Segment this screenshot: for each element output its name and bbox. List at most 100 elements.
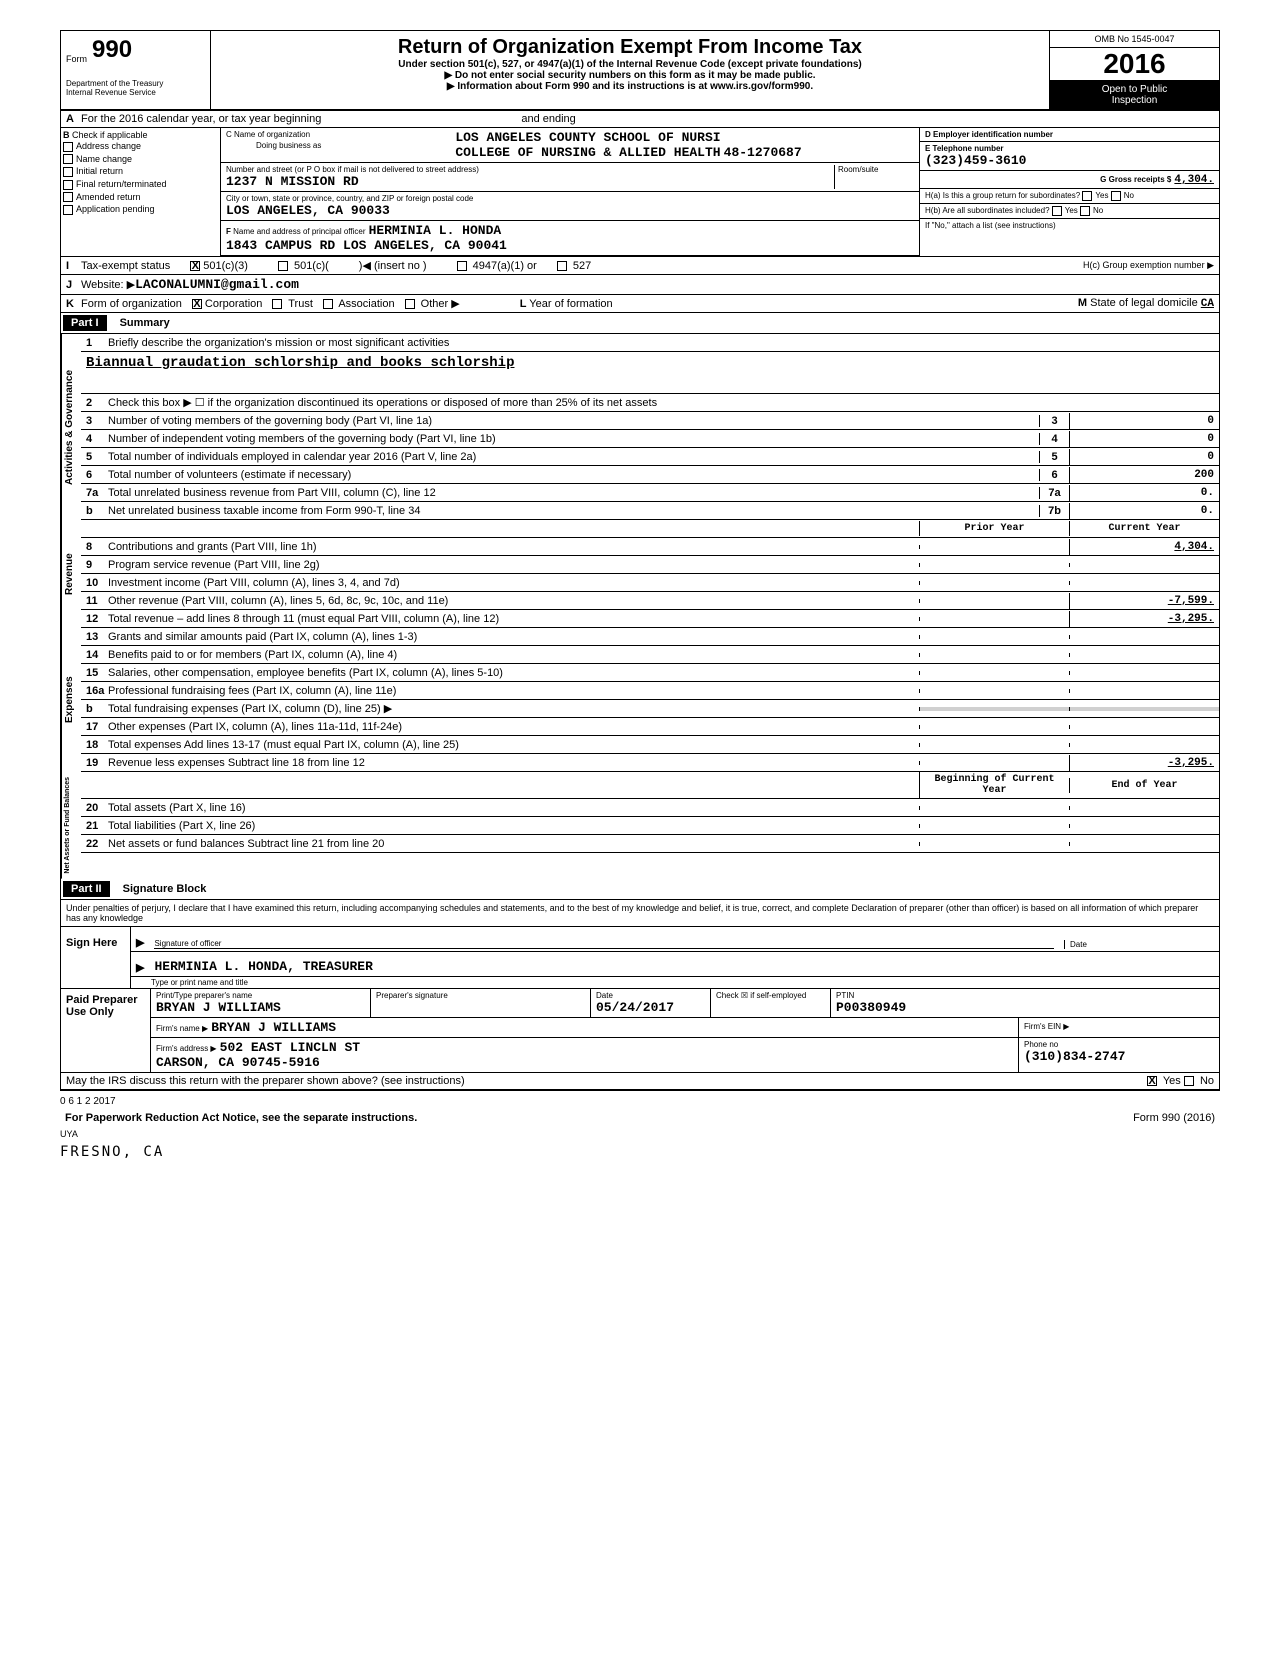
form-subtitle: Under section 501(c), 527, or 4947(a)(1)… bbox=[216, 59, 1044, 70]
section-i: I Tax-exempt status 501(c)(3) 501(c)( )◀… bbox=[61, 257, 1219, 275]
dba-value: COLLEGE OF NURSING & ALLIED HEALTH bbox=[455, 145, 720, 160]
ein-label: D Employer identification number bbox=[925, 130, 1053, 139]
line11-val: -7,599. bbox=[1069, 593, 1219, 609]
firm-phone-label: Phone no bbox=[1024, 1040, 1214, 1049]
line4-text: Number of independent voting members of … bbox=[106, 431, 1039, 447]
line19-text: Revenue less expenses Subtract line 18 f… bbox=[106, 755, 919, 771]
line16a-text: Professional fundraising fees (Part IX, … bbox=[106, 683, 919, 699]
form-title: Return of Organization Exempt From Incom… bbox=[216, 36, 1044, 59]
officer-name: HERMINIA L. HONDA bbox=[369, 223, 502, 238]
form-org-label: Form of organization bbox=[81, 298, 182, 310]
check-initial-return[interactable]: Initial return bbox=[63, 165, 218, 178]
tax-exempt-label: Tax-exempt status bbox=[81, 260, 170, 272]
hc-label: H(c) Group exemption number ▶ bbox=[1083, 260, 1214, 271]
street-label: Number and street (or P O box if mail is… bbox=[226, 165, 834, 174]
form-ref: Form 990 (2016) bbox=[1133, 1112, 1215, 1124]
line13-text: Grants and similar amounts paid (Part IX… bbox=[106, 629, 919, 645]
line15-text: Salaries, other compensation, employee b… bbox=[106, 665, 919, 681]
vert-net: Net Assets or Fund Balances bbox=[61, 772, 81, 879]
line7a-val: 0. bbox=[1069, 485, 1219, 501]
sign-here-label: Sign Here bbox=[61, 927, 131, 988]
dba-label: Doing business as bbox=[256, 141, 321, 150]
form-header: Form 990 Department of the Treasury Inte… bbox=[61, 31, 1219, 111]
room-label: Room/suite bbox=[838, 165, 914, 174]
check-trust[interactable] bbox=[272, 299, 282, 309]
prior-year-header: Prior Year bbox=[919, 521, 1069, 536]
phone-label: E Telephone number bbox=[925, 144, 1004, 153]
ein-inline: 48-1270687 bbox=[724, 145, 802, 160]
omb-number: OMB No 1545-0047 bbox=[1050, 31, 1219, 48]
domicile-label: State of legal domicile bbox=[1090, 297, 1198, 309]
net-assets-section: Net Assets or Fund Balances Beginning of… bbox=[61, 772, 1219, 879]
line7a-text: Total unrelated business revenue from Pa… bbox=[106, 485, 1039, 501]
line6-val: 200 bbox=[1069, 467, 1219, 483]
form-number: 990 bbox=[92, 36, 132, 64]
check-527[interactable] bbox=[557, 261, 567, 271]
firm-label: Firm's name ▶ bbox=[156, 1024, 208, 1033]
section-klm: K Form of organization Corporation Trust… bbox=[61, 295, 1219, 313]
ptin-value: P00380949 bbox=[836, 1000, 1214, 1015]
hb-yes[interactable] bbox=[1052, 206, 1062, 216]
ha-yes[interactable] bbox=[1082, 191, 1092, 201]
check-final-return[interactable]: Final return/terminated bbox=[63, 178, 218, 191]
section-b: B Check if applicable Address change Nam… bbox=[61, 128, 221, 256]
line11-text: Other revenue (Part VIII, column (A), li… bbox=[106, 593, 919, 609]
current-year-header: Current Year bbox=[1069, 521, 1219, 536]
discuss-yes[interactable] bbox=[1147, 1076, 1157, 1086]
firm-phone: (310)834-2747 bbox=[1024, 1049, 1214, 1064]
line6-text: Total number of volunteers (estimate if … bbox=[106, 467, 1039, 483]
paperwork-notice: For Paperwork Reduction Act Notice, see … bbox=[65, 1112, 417, 1124]
line10-text: Investment income (Part VIII, column (A)… bbox=[106, 575, 919, 591]
check-title: Check if applicable bbox=[72, 130, 148, 140]
declaration-text: Under penalties of perjury, I declare th… bbox=[61, 900, 1219, 927]
line8-val: 4,304. bbox=[1069, 539, 1219, 555]
section-a-text: For the 2016 calendar year, or tax year … bbox=[81, 113, 321, 125]
part2-title: Signature Block bbox=[123, 883, 207, 895]
line20-text: Total assets (Part X, line 16) bbox=[106, 800, 919, 816]
check-corp[interactable] bbox=[192, 299, 202, 309]
officer-sig-name: HERMINIA L. HONDA, TREASURER bbox=[154, 959, 372, 974]
preparer-section: Paid Preparer Use Only Print/Type prepar… bbox=[61, 989, 1219, 1073]
prep-sig-label: Preparer's signature bbox=[376, 991, 585, 1000]
check-amended[interactable]: Amended return bbox=[63, 191, 218, 204]
stamp-date: 0 6 1 2 2017 bbox=[60, 1096, 1220, 1107]
check-501c3[interactable] bbox=[190, 261, 200, 271]
line1-text: Briefly describe the organization's miss… bbox=[106, 335, 1219, 351]
ptin-label: PTIN bbox=[836, 991, 1214, 1000]
check-name-change[interactable]: Name change bbox=[63, 153, 218, 166]
firm-addr-label: Firm's address ▶ bbox=[156, 1044, 217, 1053]
gross-label: G Gross receipts $ bbox=[1100, 175, 1171, 184]
open-public: Open to Public bbox=[1053, 84, 1216, 95]
prep-name: BRYAN J WILLIAMS bbox=[156, 1000, 365, 1015]
hb-no[interactable] bbox=[1080, 206, 1090, 216]
ha-no[interactable] bbox=[1111, 191, 1121, 201]
discuss-no[interactable] bbox=[1184, 1076, 1194, 1086]
form-note1: ▶ Do not enter social security numbers o… bbox=[216, 70, 1044, 81]
preparer-label: Paid Preparer Use Only bbox=[61, 989, 151, 1072]
hb-label: H(b) Are all subordinates included? bbox=[925, 206, 1050, 215]
check-other[interactable] bbox=[405, 299, 415, 309]
phone-value: (323)459-3610 bbox=[925, 153, 1214, 168]
check-assoc[interactable] bbox=[323, 299, 333, 309]
info-block: B Check if applicable Address change Nam… bbox=[61, 128, 1219, 257]
line17-text: Other expenses (Part IX, column (A), lin… bbox=[106, 719, 919, 735]
part1-header: Part I bbox=[63, 315, 107, 331]
check-pending[interactable]: Application pending bbox=[63, 203, 218, 216]
prep-name-label: Print/Type preparer's name bbox=[156, 991, 365, 1000]
website-label: Website: ▶ bbox=[81, 278, 135, 291]
line2-text: Check this box ▶ ☐ if the organization d… bbox=[106, 394, 1219, 411]
right-info: D Employer identification number E Telep… bbox=[919, 128, 1219, 256]
street-value: 1237 N MISSION RD bbox=[226, 174, 834, 189]
self-employed-check: Check ☒ if self-employed bbox=[716, 991, 806, 1000]
line19-val: -3,295. bbox=[1069, 755, 1219, 771]
vert-revenue: Revenue bbox=[61, 520, 81, 628]
type-name-label: Type or print name and title bbox=[131, 977, 1219, 988]
part1-header-row: Part I Summary bbox=[61, 313, 1219, 334]
org-name-label: C Name of organization bbox=[226, 130, 455, 139]
firm-addr2: CARSON, CA 90745-5916 bbox=[156, 1055, 320, 1070]
check-501c[interactable] bbox=[278, 261, 288, 271]
discuss-row: May the IRS discuss this return with the… bbox=[61, 1073, 1219, 1090]
check-4947[interactable] bbox=[457, 261, 467, 271]
activities-section: Activities & Governance 1Briefly describ… bbox=[61, 334, 1219, 520]
check-address-change[interactable]: Address change bbox=[63, 140, 218, 153]
